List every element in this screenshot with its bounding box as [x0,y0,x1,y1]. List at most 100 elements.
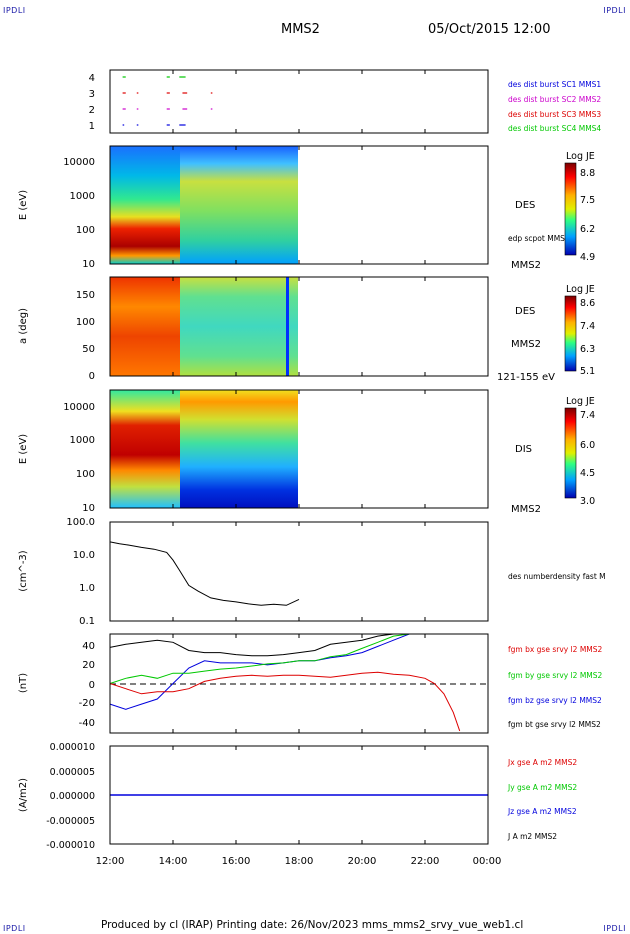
dis-energy-colorbar-tick: 3.0 [580,496,595,507]
des-pitch-panel: a (deg) 0 50 100 150 DES MMS2 121-155 eV… [18,276,595,383]
dis-energy-spectrogram-late [180,390,298,508]
burst-legend-sc1: des dist burst SC1 MMS1 [508,80,601,89]
dis-energy-ylabel: E (eV) [18,434,29,464]
des-pitch-ytick: 100 [76,317,95,328]
current-legend-jx: Jx gse A m2 MMS2 [507,758,577,767]
dis-energy-colorbar [564,407,577,499]
des-pitch-label-sc: MMS2 [511,339,541,350]
footer-info: Produced by cl (IRAP) Printing date: 26/… [101,919,524,931]
bfield-ytick: 40 [82,641,95,652]
date-title: 05/Oct/2015 12:00 [428,22,551,37]
time-tick-label: 22:00 [411,856,440,867]
current-legend-j: J A m2 MMS2 [507,832,557,841]
des-energy-colorbar-tick: 6.2 [580,224,595,235]
des-pitch-label-instrument: DES [515,306,535,317]
burst-marks [122,76,213,126]
bfield-bt-line [109,633,460,657]
des-energy-ytick: 10000 [63,157,95,168]
des-energy-ylabel: E (eV) [18,190,29,220]
density-series-line [109,541,300,606]
des-energy-colorbar [564,162,577,256]
burst-legend-sc4: des dist burst SC4 MMS4 [508,124,601,133]
bfield-ytick: 0 [89,680,95,691]
current-ytick: 0.000010 [50,742,95,753]
dis-energy-label-instrument: DIS [515,444,532,455]
dis-energy-panel: E (eV) 10 100 1000 10000 DIS MMS2 Log JE… [18,389,595,515]
bfield-bx-line [109,671,461,732]
dis-energy-label-sc: MMS2 [511,504,541,515]
current-ytick: -0.000005 [46,816,95,827]
density-panel: (cm^-3) 0.1 1.0 10.0 100.0 des numberden… [18,517,606,627]
des-pitch-colorbar-tick: 8.6 [580,298,595,309]
corner-mark-top-right: IPDLI [603,6,626,15]
time-tick-label: 18:00 [285,856,314,867]
dis-energy-ytick: 10000 [63,402,95,413]
burst-legend-sc3: des dist burst SC3 MMS3 [508,110,601,119]
dis-energy-ytick: 100 [76,469,95,480]
corner-mark-bottom-right: IPDLI [603,924,626,933]
burst-ytick: 2 [89,105,95,116]
dis-energy-colorbar-title: Log JE [566,396,595,407]
dis-energy-colorbar-tick: 4.5 [580,468,595,479]
bfield-bz-line [109,633,460,710]
des-pitch-ytick: 150 [76,290,95,301]
time-tick-label: 12:00 [96,856,125,867]
current-ytick: 0.000000 [50,791,95,802]
time-tick-label: 20:00 [348,856,377,867]
bfield-ytick: -40 [79,718,95,729]
des-pitch-dropout [286,277,289,376]
burst-ytick: 1 [89,121,95,132]
corner-mark-top-left: IPDLI [3,6,26,15]
density-ylabel: (cm^-3) [18,550,29,591]
current-legend-jz: Jz gse A m2 MMS2 [507,807,577,816]
burst-ytick: 4 [89,73,95,84]
des-energy-label-sc: MMS2 [511,260,541,271]
time-tick-label: 16:00 [222,856,251,867]
bfield-ylabel: (nT) [18,673,29,693]
density-ytick: 0.1 [79,616,95,627]
dis-energy-spectrogram-early [110,390,180,508]
des-energy-colorbar-title: Log JE [566,151,595,162]
des-pitch-label-energy: 121-155 eV [497,372,555,383]
bfield-legend-bt: fgm bt gse srvy l2 MMS2 [508,720,601,729]
bfield-legend-bx: fgm bx gse srvy l2 MMS2 [508,645,603,654]
des-pitch-spectrogram-early [110,277,180,376]
des-pitch-ylabel: a (deg) [18,308,29,344]
des-pitch-colorbar-tick: 7.4 [580,321,595,332]
corner-mark-bottom-left: IPDLI [3,924,26,933]
des-energy-panel: E (eV) 10 100 1000 10000 DES edp scpot M… [18,145,595,271]
time-axis [109,70,489,844]
des-energy-ytick: 1000 [70,191,95,202]
time-tick-label: 14:00 [159,856,188,867]
dis-energy-ytick: 10 [82,503,95,514]
des-pitch-colorbar-title: Log JE [566,284,595,295]
time-tick-label: 00:00 [473,856,502,867]
bfield-ytick: 20 [82,660,95,671]
bfield-legend-by: fgm by gse srvy l2 MMS2 [508,671,603,680]
des-energy-spectrogram-late [180,146,298,264]
des-energy-label-instrument: DES [515,200,535,211]
bfield-by-line [109,633,460,684]
density-legend: des numberdensity fast M [508,572,606,581]
current-ytick: -0.000010 [46,840,95,851]
current-ylabel: (A/m2) [18,778,29,812]
des-energy-ytick: 10 [82,259,95,270]
current-legend-jy: Jy gse A m2 MMS2 [507,783,577,792]
des-pitch-colorbar-tick: 5.1 [580,366,595,377]
des-pitch-spectrogram-late [180,277,298,376]
spacecraft-title: MMS2 [281,22,320,37]
des-energy-colorbar-tick: 7.5 [580,195,595,206]
bfield-ytick: -20 [79,698,95,709]
density-ytick: 100.0 [66,517,95,528]
density-frame [109,521,489,622]
des-pitch-ytick: 50 [82,344,95,355]
des-pitch-colorbar-tick: 6.3 [580,344,595,355]
dis-energy-colorbar-tick: 7.4 [580,410,595,421]
dis-energy-colorbar-tick: 6.0 [580,440,595,451]
dis-energy-ytick: 1000 [70,435,95,446]
density-ytick: 10.0 [73,550,95,561]
des-pitch-ytick: 0 [89,371,95,382]
current-ytick: 0.000005 [50,767,95,778]
des-energy-label-scpot: edp scpot MMS2 [508,234,570,243]
